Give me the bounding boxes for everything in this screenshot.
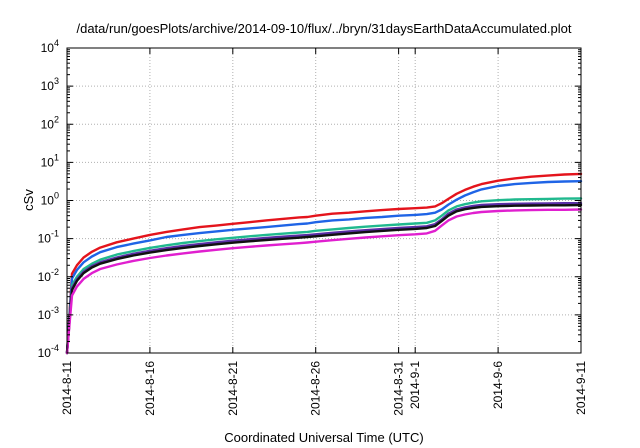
x-tick-label: 2014-8-26 — [309, 361, 323, 416]
x-tick-label: 2014-9-1 — [408, 361, 422, 409]
x-tick-label: 2014-8-16 — [143, 361, 157, 416]
x-tick-labels: 2014-8-11 2014-8-16 2014-8-21 2014-8-26 2014… — [60, 361, 588, 416]
x-axis-label: Coordinated Universal Time (UTC) — [224, 430, 423, 445]
y-tick-label: 102 — [41, 114, 59, 131]
series-line-3 — [65, 197, 583, 355]
x-tick-label: 2014-9-11 — [574, 361, 588, 415]
chart-title: /data/run/goesPlots/archive/2014-09-10/f… — [76, 21, 571, 36]
x-tick-label: 2014-8-21 — [226, 361, 240, 416]
y-tick-exponent: 3 — [54, 76, 59, 86]
series-line-1 — [65, 172, 583, 355]
series-line-4 — [65, 201, 583, 355]
y-tick-label: 10-2 — [38, 267, 59, 284]
series-group — [65, 172, 583, 355]
series-line-2 — [65, 179, 583, 355]
y-tick-exponent: 1 — [54, 152, 59, 162]
x-tick-label: 2014-9-6 — [491, 361, 505, 409]
y-tick-label: 103 — [41, 76, 59, 93]
series-line-5 — [65, 203, 583, 355]
y-axis-label: cSv — [21, 189, 36, 211]
y-tick-label: 104 — [41, 38, 59, 55]
y-tick-exponent: 0 — [54, 191, 59, 201]
x-tick-label: 2014-8-11 — [60, 361, 74, 415]
y-tick-label: 100 — [41, 191, 59, 208]
series-line-6 — [65, 208, 583, 355]
y-tick-exponent: -1 — [51, 229, 59, 239]
y-tick-label: 101 — [41, 152, 59, 169]
y-tick-exponent: 4 — [54, 38, 59, 48]
y-tick-exponent: 2 — [54, 114, 59, 124]
y-tick-label: 10-3 — [38, 305, 59, 322]
x-tick-label: 2014-8-31 — [392, 361, 406, 416]
ticks — [66, 47, 582, 354]
y-tick-exponent: -4 — [51, 343, 59, 353]
y-tick-exponent: -2 — [51, 267, 59, 277]
y-tick-label: 10-4 — [38, 343, 59, 360]
y-tick-label: 10-1 — [38, 229, 59, 246]
y-tick-exponent: -3 — [51, 305, 59, 315]
